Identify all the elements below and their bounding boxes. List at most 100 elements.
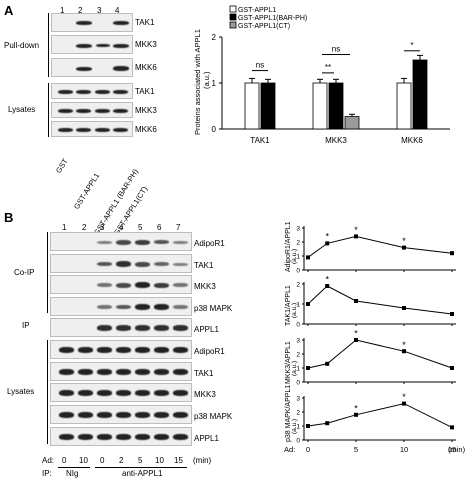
lane-number: 7 [176, 223, 181, 232]
blot-b-row [50, 427, 192, 446]
y-axis-unit: (a.u.) [291, 303, 298, 318]
blot-band [97, 347, 112, 353]
blot-band [173, 240, 188, 244]
lysates-bracket [48, 83, 49, 137]
y-axis-unit: (a.u.) [291, 361, 298, 376]
blot-b-row [50, 340, 192, 359]
legend-swatch [229, 5, 237, 13]
blot-band [116, 239, 131, 245]
y-tick-label: 0 [296, 322, 300, 329]
blot-label: MKK6 [135, 125, 157, 134]
lane-number: 1 [60, 6, 65, 15]
y-tick-label: 1 [296, 302, 300, 309]
blot-label: p38 MAPK [194, 304, 233, 313]
blot-band [173, 347, 188, 353]
ad-value: 10 [79, 456, 88, 465]
blot-band [97, 434, 112, 440]
blot-band [78, 434, 93, 440]
blot-b-row [50, 275, 192, 294]
data-line [307, 403, 453, 428]
data-point [325, 241, 330, 246]
lane-number: 3 [100, 223, 105, 232]
x-tick-label: MKK3 [325, 136, 347, 145]
x-tick-label: 15 [448, 445, 456, 454]
x-tick-label: 10 [400, 445, 408, 454]
blot-b-row [50, 254, 192, 273]
x-axis-unit: (min) [448, 445, 466, 454]
legend-label: GST-APPL1 [238, 7, 276, 14]
blot-b-row [50, 362, 192, 381]
x-tick-label: 5 [354, 445, 358, 454]
data-point [306, 255, 310, 260]
data-point [450, 312, 454, 316]
y-tick-label: 3 [296, 338, 300, 345]
blot-band [173, 390, 188, 396]
blot-a-lysate-mkk3 [51, 102, 133, 118]
blot-band [59, 390, 74, 396]
blot-label: APPL1 [194, 325, 219, 334]
data-line [307, 339, 453, 369]
lane-number: 3 [97, 6, 102, 15]
data-point [354, 299, 358, 303]
data-point [402, 349, 406, 354]
blot-band [97, 305, 112, 309]
blot-b-row [50, 318, 192, 337]
bar [312, 82, 328, 130]
bar-chart: 0 1 2 Proteins associated with APPL1 (a.u.) T… [193, 5, 450, 145]
y-tick-label: 0 [296, 268, 300, 275]
blot-band [154, 390, 169, 396]
data-point [354, 234, 358, 239]
data-point [402, 306, 406, 310]
blot-band [59, 412, 74, 418]
blot-label: MKK3 [194, 282, 216, 291]
pulldown-bracket [48, 13, 49, 77]
data-point [354, 338, 358, 342]
blot-band [78, 390, 93, 396]
data-point [306, 302, 310, 306]
blot-label: TAK1 [194, 369, 214, 378]
significance-star: * [402, 236, 406, 246]
lane-number: 4 [115, 6, 120, 15]
blot-band [154, 434, 169, 440]
bar [344, 116, 360, 130]
bar [260, 82, 276, 130]
y-axis-label: TAK1/APPL1 [285, 285, 292, 326]
data-point [325, 361, 330, 366]
blot-band [135, 369, 150, 375]
x-tick-label: TAK1 [250, 136, 270, 145]
blot-band [154, 325, 169, 331]
bar [328, 82, 344, 130]
y-axis-label: MKK3/APPL1 [285, 341, 292, 384]
lane-number: 2 [82, 223, 87, 232]
y-axis-unit: (a.u.) [202, 71, 211, 89]
data-point [325, 284, 330, 288]
bar [396, 82, 412, 130]
lane-number: 2 [78, 6, 83, 15]
significance-label: ** [325, 63, 331, 72]
y-tick-label: 2 [296, 240, 300, 247]
blot-band [59, 369, 74, 375]
bar [412, 59, 428, 130]
blot-band [173, 305, 188, 309]
blot-band [116, 369, 131, 375]
y-axis-unit: (a.u.) [291, 249, 298, 264]
blot-band [135, 434, 150, 440]
ad-label: Ad: [42, 456, 55, 465]
y-axis-label: p38 MAPK/APPL1 [285, 385, 292, 442]
blot-label: MKK3 [135, 40, 157, 49]
blot-band [173, 325, 188, 331]
data-point [306, 366, 310, 370]
significance-star: * [402, 392, 406, 402]
blot-b-row [50, 405, 192, 424]
y-tick-label: 2 [212, 33, 217, 42]
ip-anti: anti-APPL1 [122, 469, 163, 478]
blot-band [135, 412, 150, 418]
lane-number: 5 [138, 223, 143, 232]
data-point [450, 251, 454, 256]
blot-b-row [50, 232, 192, 251]
blot-band [97, 325, 112, 331]
blot-a-lysate-tak1 [51, 83, 133, 99]
y-axis-label: AdipoR1/APPL1 [285, 222, 292, 272]
blot-label: APPL1 [194, 434, 219, 443]
blot-b-row [50, 383, 192, 402]
